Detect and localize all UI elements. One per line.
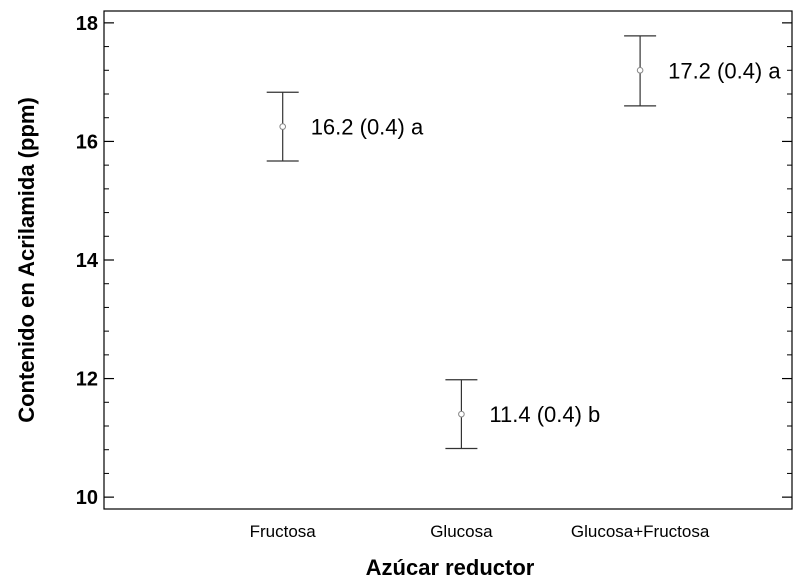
y-tick-label: 16 — [76, 131, 98, 153]
error-bar-group: 11.4 (0.4) b — [445, 379, 600, 450]
x-axis-tick-labels: Fructosa Glucosa Glucosa+Fructosa — [250, 522, 710, 541]
y-axis-tick-labels: 10 12 14 16 18 — [76, 13, 99, 509]
y-tick-label: 14 — [76, 250, 99, 272]
x-tick-label: Glucosa — [430, 522, 493, 541]
y-tick-label: 12 — [76, 369, 98, 391]
data-label: 17.2 (0.4) a — [668, 58, 781, 83]
y-tick-label: 10 — [76, 487, 98, 509]
x-axis-title: Azúcar reductor — [366, 555, 535, 580]
mean-marker — [279, 123, 287, 130]
error-bar-group: 16.2 (0.4) a — [266, 91, 424, 162]
error-bar-group: 17.2 (0.4) a — [624, 35, 781, 107]
x-tick-label: Glucosa+Fructosa — [571, 522, 710, 541]
data-series: 16.2 (0.4) a 11.4 (0.4) b 17.2 (0.4) a — [266, 35, 781, 450]
y-axis-title: Contenido en Acrilamida (ppm) — [14, 97, 39, 423]
mean-marker — [636, 66, 644, 74]
data-label: 16.2 (0.4) a — [311, 115, 424, 140]
y-tick-label: 18 — [76, 13, 98, 35]
y-axis-ticks — [104, 22, 792, 498]
mean-marker — [458, 410, 465, 418]
data-label: 11.4 (0.4) b — [489, 402, 600, 427]
x-tick-label: Fructosa — [250, 522, 317, 541]
